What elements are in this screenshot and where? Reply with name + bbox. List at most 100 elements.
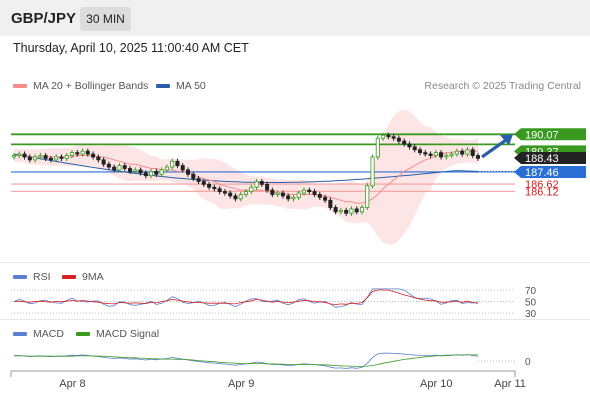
candle [312,191,317,195]
candle [333,207,338,213]
candle [59,156,64,159]
legend-ma20: MA 20 + Bollinger Bands [13,80,148,92]
candle [149,170,154,177]
candle [222,191,227,194]
symbol-title: GBP/JPY [11,10,77,27]
candle [428,153,433,156]
candle [359,207,365,213]
candle [33,156,38,161]
candle [212,186,217,190]
candle [407,143,412,148]
timeframe-button[interactable]: 30 MIN [80,7,131,31]
candle [117,165,122,171]
candle [470,149,475,156]
candle [80,150,85,155]
macd-signal-line [14,354,478,367]
price-label: 187.46 [525,167,559,179]
candle [11,155,17,158]
candle [207,183,212,188]
bollinger-band [14,109,478,245]
candle [243,191,249,195]
candle [127,168,133,172]
candle [449,153,454,156]
candle [17,153,22,156]
candle [154,170,159,175]
candle [238,194,243,200]
credit-text: Research © 2025 Trading Central [424,80,581,92]
price-label: 188.43 [525,153,559,165]
candle [133,169,138,172]
candle [259,181,264,185]
candle [417,149,423,154]
9ma-line [13,289,479,306]
candle [286,195,291,200]
candle [159,169,164,175]
candle [275,192,280,195]
9ma-label: 9MA [82,271,104,283]
rsi-level-label: 70 [525,286,537,297]
candle [381,134,386,139]
candle [386,134,391,138]
candle [433,152,438,156]
candle [270,189,275,195]
x-axis-label: Apr 10 [420,378,452,390]
candle [439,152,444,158]
candle [85,150,90,155]
candle [233,195,238,200]
rsi-level-label: 50 [525,298,537,309]
candle [296,192,301,198]
candle [69,152,75,156]
rsi-level-label: 30 [525,309,537,320]
candle [323,196,328,201]
price-label: 186.62 [525,179,559,191]
candle [301,189,307,194]
macd-signal-swatch [76,332,90,336]
legend-9ma: 9MA [62,271,104,283]
candle [22,153,27,158]
candle [307,189,312,193]
price-label-bg [514,128,586,141]
candle [196,178,201,182]
rsi-line [13,288,479,308]
candle [38,155,43,158]
candle [349,208,354,214]
candle [27,156,32,161]
candle [201,181,206,185]
candle [64,155,69,159]
legend-macd: MACD [13,328,64,340]
candle [43,155,48,159]
candle [170,160,175,168]
candle [75,152,80,155]
candle [423,152,428,155]
ma20-swatch [13,84,27,88]
candle [122,165,127,169]
header-bar: GBP/JPY 30 MIN [0,0,590,36]
price-label-bg [514,165,586,178]
x-axis-label: Apr 9 [228,378,254,390]
panel-divider [0,262,590,263]
ma50-swatch [156,84,170,88]
x-axis-label: Apr 11 [494,378,526,390]
rsi-label: RSI [33,271,51,283]
candle [164,166,169,171]
candle [317,194,322,198]
macd-label: MACD [33,328,64,340]
candle [475,155,481,159]
rsi-swatch [13,275,27,279]
panel-divider [0,319,590,320]
candle [370,156,375,187]
macd-signal-label: MACD Signal [96,328,160,340]
projection-arrow-shaft [481,137,508,159]
candle [454,150,459,155]
candle [112,166,117,171]
candle [254,181,259,188]
candle [48,157,53,161]
candle [465,149,470,155]
legend-ma50: MA 50 [156,80,206,92]
candle [365,185,370,208]
candle [265,183,270,191]
candle [138,169,143,174]
candle [106,163,111,168]
candle [96,156,101,161]
